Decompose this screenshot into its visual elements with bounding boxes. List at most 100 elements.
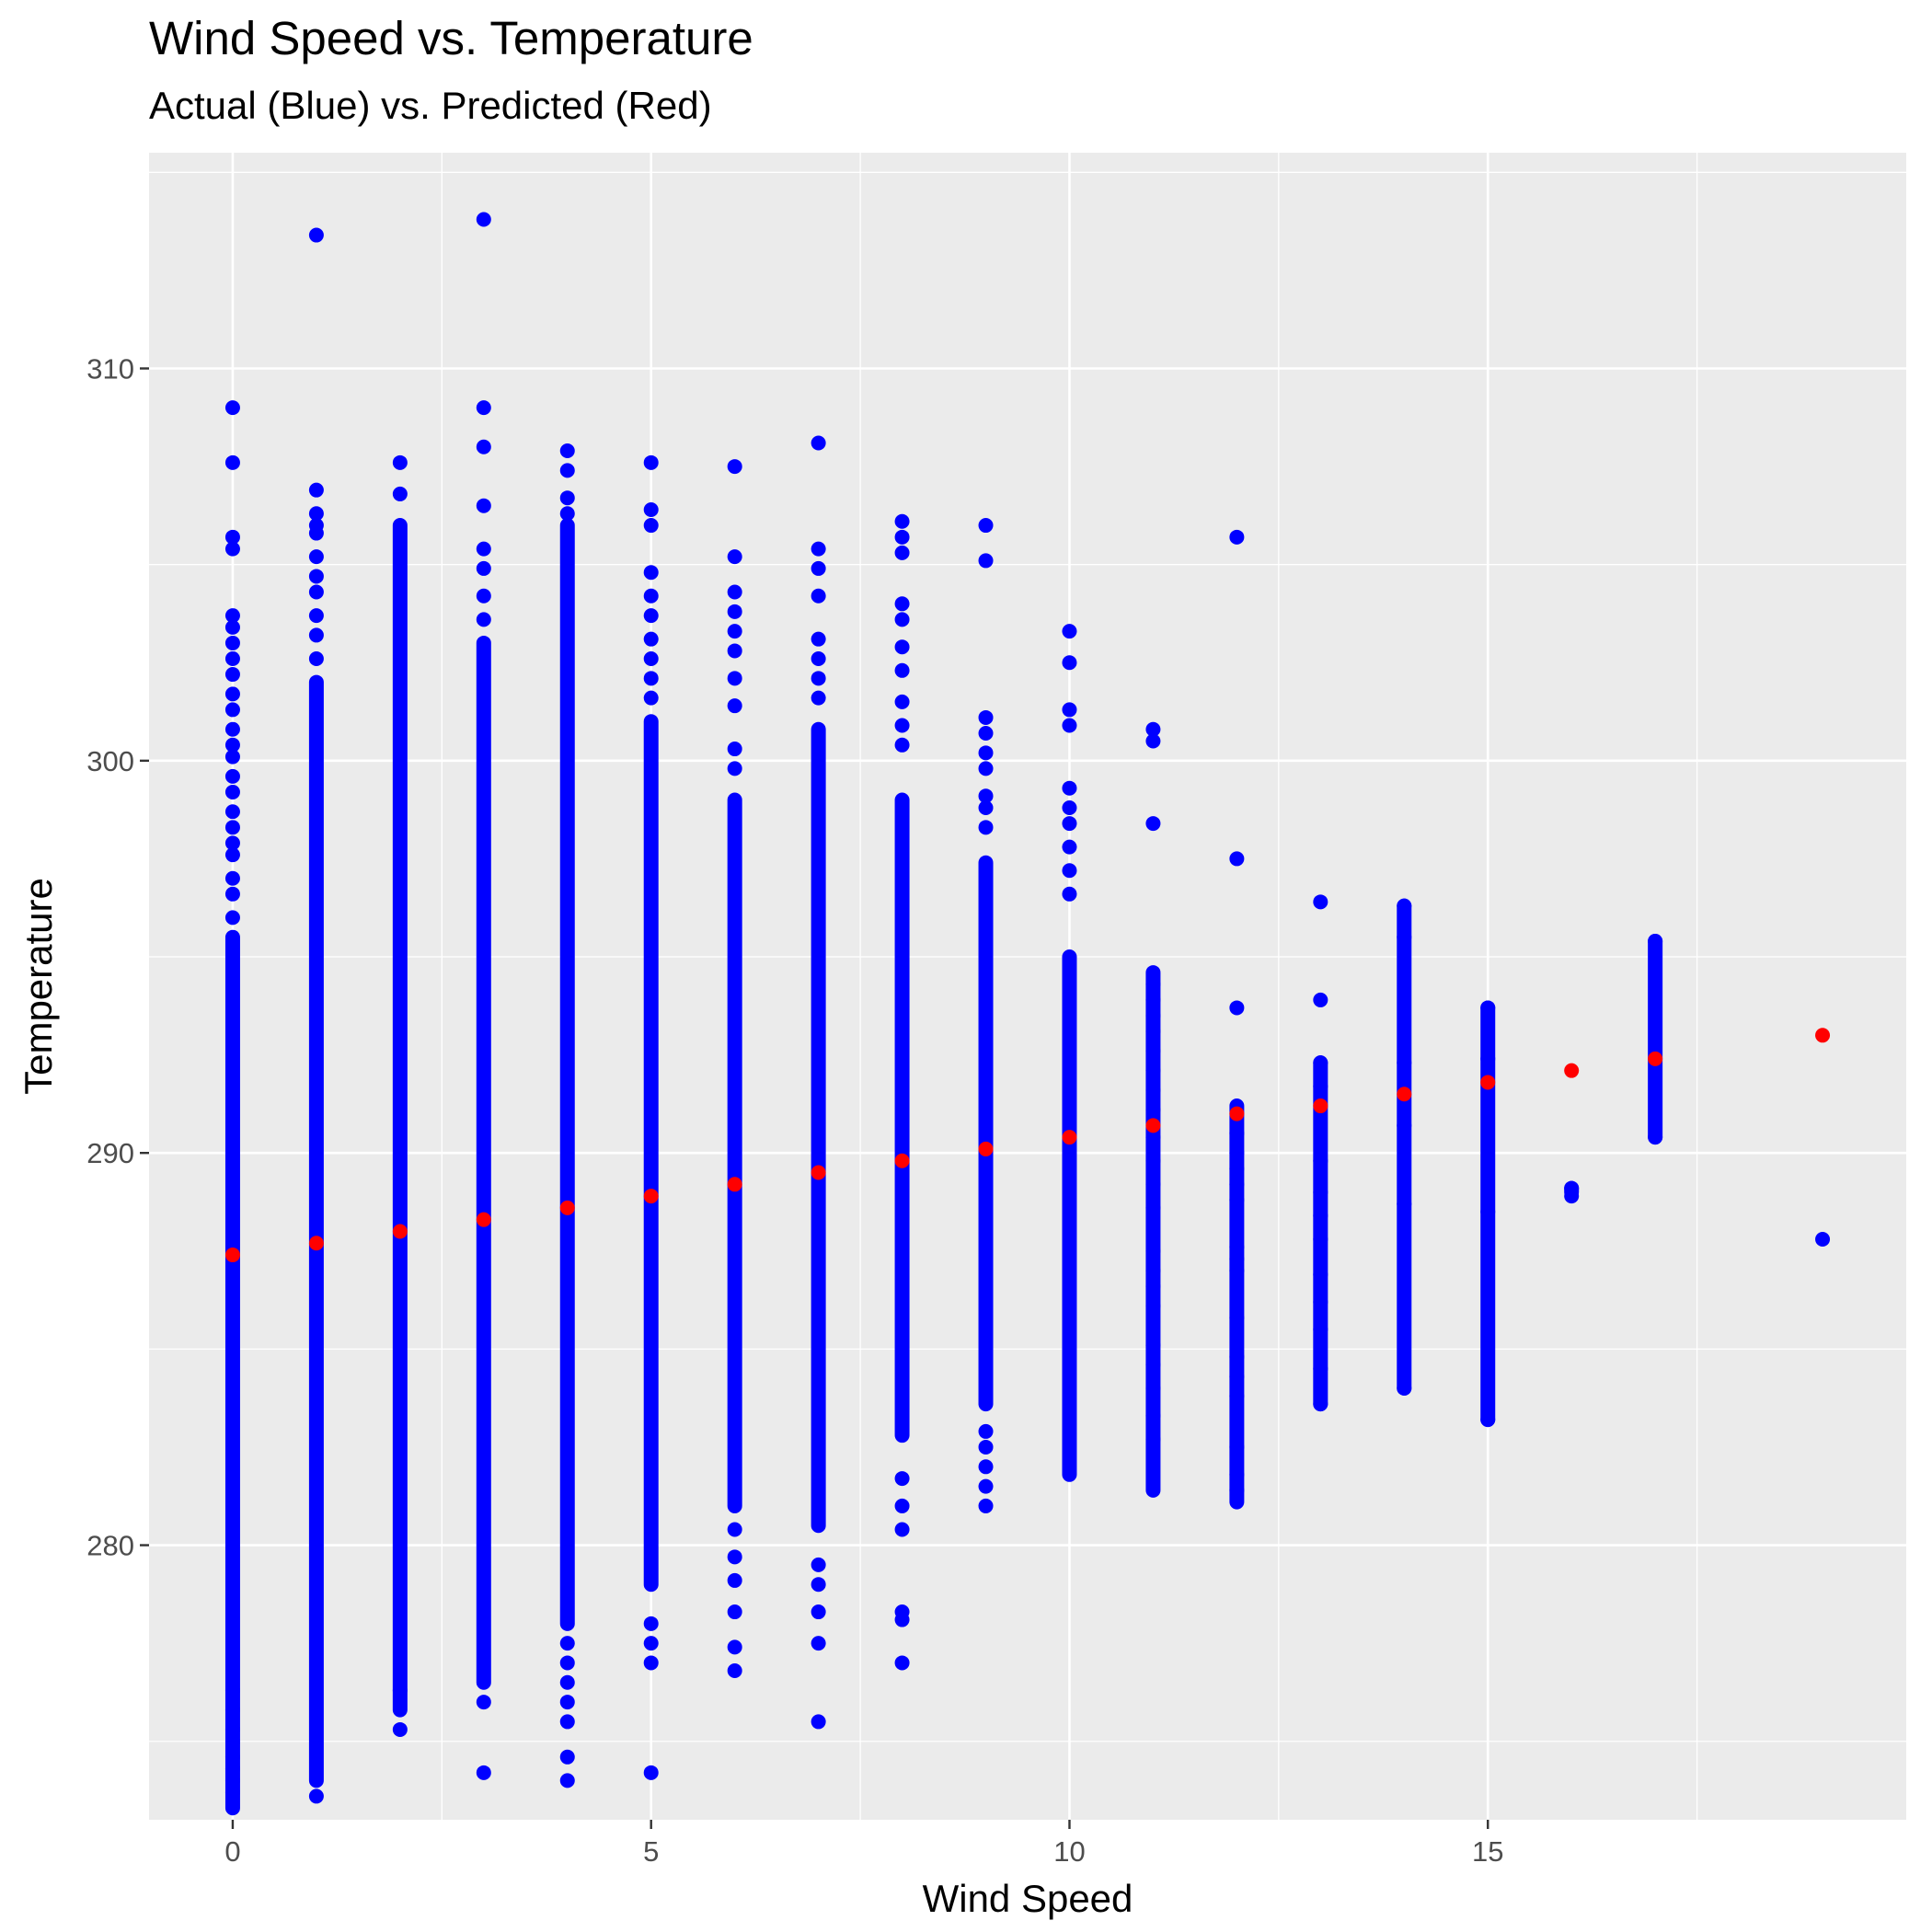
actual-point xyxy=(224,784,240,799)
actual-point xyxy=(1145,992,1161,1007)
actual-point xyxy=(727,698,742,714)
actual-point xyxy=(643,588,659,604)
actual-point xyxy=(476,541,491,557)
predicted-point xyxy=(1145,1118,1161,1133)
actual-point xyxy=(811,631,826,647)
predicted-point xyxy=(308,1236,324,1251)
actual-point xyxy=(308,584,324,600)
chart-title: Wind Speed vs. Temperature xyxy=(149,12,753,64)
actual-point xyxy=(978,726,994,742)
actual-point xyxy=(1062,886,1077,902)
predicted-point xyxy=(476,1212,491,1227)
actual-point xyxy=(224,619,240,635)
actual-point xyxy=(1564,1189,1580,1204)
actual-point xyxy=(727,549,742,565)
actual-point xyxy=(559,1695,575,1710)
actual-point xyxy=(392,1683,408,1698)
actual-point xyxy=(811,541,826,557)
actual-point xyxy=(308,650,324,666)
actual-point xyxy=(1145,976,1161,992)
actual-point xyxy=(476,498,491,513)
actual-point xyxy=(643,518,659,534)
actual-point xyxy=(1145,1432,1161,1447)
actual-point xyxy=(476,612,491,627)
actual-point xyxy=(811,1636,826,1651)
actual-point xyxy=(811,1714,826,1730)
actual-point xyxy=(1145,1298,1161,1314)
actual-point xyxy=(1229,1349,1245,1364)
actual-point xyxy=(894,1612,910,1627)
actual-point xyxy=(224,1702,240,1718)
actual-point xyxy=(559,490,575,506)
actual-point xyxy=(1313,1361,1328,1376)
actual-point xyxy=(1313,1078,1328,1094)
actual-point xyxy=(224,1749,240,1765)
actual-point xyxy=(1313,992,1328,1007)
actual-point xyxy=(1313,1231,1328,1247)
actual-point xyxy=(1229,1239,1245,1255)
actual-point xyxy=(1397,1118,1412,1133)
actual-point xyxy=(1145,1381,1161,1397)
actual-point xyxy=(643,1765,659,1780)
actual-point xyxy=(811,671,826,686)
actual-point xyxy=(1145,1102,1161,1118)
actual-point xyxy=(978,1459,994,1475)
actual-point xyxy=(643,690,659,706)
actual-point xyxy=(1397,898,1412,914)
y-tick-label: 300 xyxy=(86,745,134,777)
actual-point xyxy=(1313,1397,1328,1412)
actual-point xyxy=(978,709,994,725)
actual-point xyxy=(1062,624,1077,639)
actual-point xyxy=(392,454,408,470)
actual-point xyxy=(1062,839,1077,855)
actual-point xyxy=(1229,1145,1245,1161)
actual-point xyxy=(727,761,742,776)
actual-point xyxy=(643,650,659,666)
actual-point xyxy=(894,718,910,733)
actual-point xyxy=(224,1773,240,1788)
actual-point xyxy=(1397,1055,1412,1071)
actual-point xyxy=(1145,733,1161,749)
actual-point xyxy=(811,435,826,451)
y-tick-label: 290 xyxy=(86,1137,134,1169)
actual-point xyxy=(978,553,994,569)
actual-point xyxy=(1062,816,1077,832)
actual-point xyxy=(1229,1388,1245,1404)
actual-point xyxy=(1397,929,1412,945)
actual-point xyxy=(978,518,994,534)
actual-point xyxy=(978,1498,994,1513)
actual-point xyxy=(727,1639,742,1655)
actual-point xyxy=(392,486,408,501)
predicted-point xyxy=(1313,1098,1328,1114)
predicted-point xyxy=(1480,1075,1496,1090)
minor-gridlines xyxy=(149,153,1906,1820)
actual-point xyxy=(224,910,240,926)
actual-point xyxy=(727,459,742,475)
actual-point xyxy=(1145,1338,1161,1353)
actual-point xyxy=(727,1549,742,1565)
actual-point xyxy=(727,604,742,619)
actual-point xyxy=(1145,1243,1161,1259)
actual-point xyxy=(1313,1184,1328,1200)
actual-point xyxy=(643,1655,659,1671)
actual-point xyxy=(811,690,826,706)
actual-point xyxy=(224,541,240,557)
actual-point xyxy=(1145,1357,1161,1373)
actual-point xyxy=(978,745,994,761)
actual-point xyxy=(643,1616,659,1631)
actual-point xyxy=(476,439,491,454)
actual-point xyxy=(392,1721,408,1737)
x-tick-label: 10 xyxy=(1053,1835,1085,1868)
actual-point xyxy=(1145,816,1161,832)
actual-point xyxy=(894,1498,910,1513)
actual-point xyxy=(894,1471,910,1487)
x-axis-title: Wind Speed xyxy=(923,1877,1133,1920)
actual-point xyxy=(224,749,240,765)
actual-point xyxy=(1229,1466,1245,1482)
predicted-point xyxy=(727,1177,742,1192)
actual-point xyxy=(224,1683,240,1698)
actual-point xyxy=(224,454,240,470)
actual-point xyxy=(224,870,240,886)
actual-point xyxy=(224,886,240,902)
actual-point xyxy=(1145,1082,1161,1098)
